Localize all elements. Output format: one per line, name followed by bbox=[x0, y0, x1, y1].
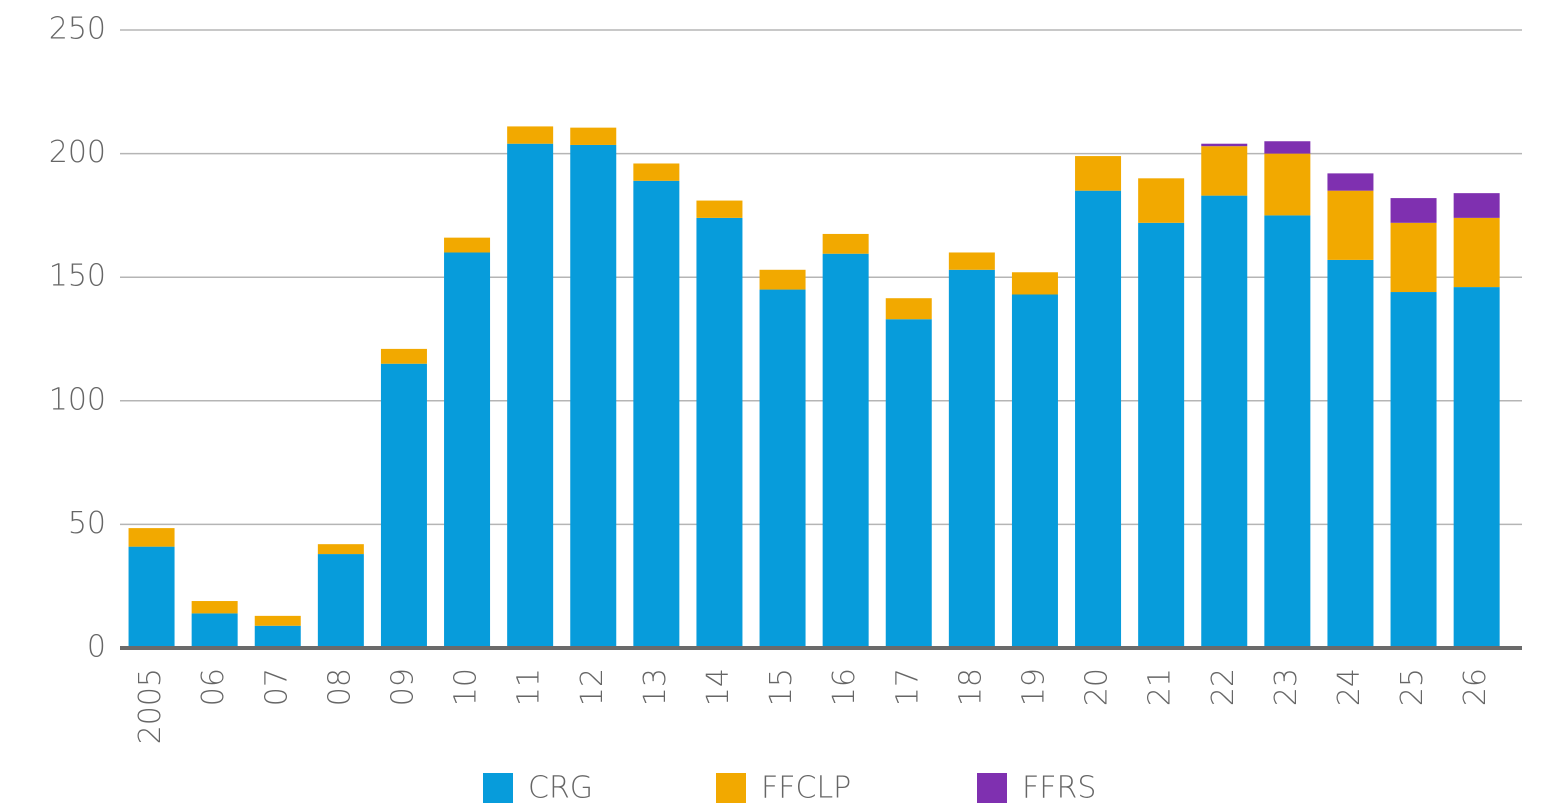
bar-segment bbox=[633, 163, 680, 181]
x-tick-label: 23 bbox=[1269, 668, 1304, 706]
x-tick-label: 19 bbox=[1016, 668, 1051, 706]
legend-label: FFRS bbox=[1022, 771, 1096, 806]
y-tick-label: 0 bbox=[87, 630, 106, 665]
x-tick-label: 26 bbox=[1458, 668, 1493, 706]
bar-segment bbox=[759, 269, 806, 290]
x-tick-label: 17 bbox=[890, 668, 925, 706]
y-tick-label: 150 bbox=[49, 259, 106, 294]
bar-segment bbox=[885, 298, 932, 320]
x-tick-label: 09 bbox=[385, 668, 420, 706]
x-tick-label: 07 bbox=[259, 668, 294, 706]
bar-segment bbox=[1264, 141, 1311, 154]
bar-segment bbox=[444, 252, 491, 649]
bar-segment bbox=[822, 253, 869, 648]
bar-segment bbox=[1011, 272, 1058, 295]
bar-segment bbox=[254, 615, 301, 626]
bar-segment bbox=[507, 126, 554, 144]
bar-segment bbox=[885, 319, 932, 648]
bar-segment bbox=[128, 528, 175, 547]
bar-segment bbox=[317, 554, 364, 648]
bar-segment bbox=[191, 613, 238, 648]
bar-segment bbox=[696, 217, 743, 648]
bar-segment bbox=[1327, 173, 1374, 191]
x-tick-label: 2005 bbox=[133, 668, 168, 744]
bar-segment bbox=[1390, 292, 1437, 648]
bar-segment bbox=[822, 233, 869, 254]
x-tick-label: 20 bbox=[1080, 668, 1115, 706]
bar-segment bbox=[570, 144, 617, 648]
y-tick-label: 250 bbox=[49, 12, 106, 47]
legend-swatch bbox=[977, 773, 1007, 803]
legend-swatch bbox=[483, 773, 513, 803]
bar-segment bbox=[1327, 259, 1374, 648]
bar-segment bbox=[948, 252, 995, 270]
x-tick-label: 21 bbox=[1143, 668, 1178, 706]
bar-segment bbox=[1264, 153, 1311, 216]
bar-segment bbox=[1390, 222, 1437, 293]
bar-segment bbox=[380, 363, 427, 648]
bar-segment bbox=[1138, 222, 1185, 649]
x-tick-label: 08 bbox=[322, 668, 357, 706]
bar-segment bbox=[633, 180, 680, 649]
x-tick-label: 13 bbox=[638, 668, 673, 706]
bar-segment bbox=[570, 127, 617, 145]
bar-segment bbox=[1201, 146, 1248, 196]
legend-label: CRG bbox=[528, 771, 593, 806]
bar-segment bbox=[1264, 215, 1311, 648]
bar-segment bbox=[1201, 195, 1248, 648]
legend-swatch bbox=[716, 773, 746, 803]
bar-segment bbox=[1138, 178, 1185, 223]
bar-segment bbox=[254, 625, 301, 648]
bar-segment bbox=[1075, 190, 1122, 648]
x-tick-label: 06 bbox=[196, 668, 231, 706]
bar-segment bbox=[1390, 198, 1437, 223]
bar-segment bbox=[191, 601, 238, 614]
bar-segment bbox=[128, 546, 175, 648]
x-tick-label: 22 bbox=[1206, 668, 1241, 706]
bar-segment bbox=[507, 143, 554, 648]
bar-segment bbox=[444, 237, 491, 253]
x-tick-label: 14 bbox=[701, 668, 736, 706]
bar-segment bbox=[1453, 287, 1500, 648]
bar-segment bbox=[1201, 143, 1248, 147]
bar-segment bbox=[1453, 217, 1500, 288]
bar-segment bbox=[1075, 156, 1122, 191]
bar-segment bbox=[380, 348, 427, 364]
bar-segment bbox=[1453, 193, 1500, 218]
x-tick-label: 18 bbox=[953, 668, 988, 706]
bar-segment bbox=[948, 269, 995, 648]
x-tick-label: 15 bbox=[764, 668, 799, 706]
x-tick-label: 16 bbox=[827, 668, 862, 706]
x-tick-label: 12 bbox=[575, 668, 610, 706]
bar-segment bbox=[696, 200, 743, 218]
bar-segment bbox=[1011, 294, 1058, 648]
y-tick-label: 50 bbox=[68, 506, 106, 541]
bar-segment bbox=[1327, 190, 1374, 260]
x-tick-label: 25 bbox=[1395, 668, 1430, 706]
bar-segment bbox=[759, 289, 806, 648]
y-tick-label: 200 bbox=[49, 135, 106, 170]
x-tick-label: 11 bbox=[512, 668, 547, 706]
x-tick-label: 10 bbox=[449, 668, 484, 706]
y-tick-label: 100 bbox=[49, 382, 106, 417]
bar-segment bbox=[317, 544, 364, 555]
x-tick-label: 24 bbox=[1332, 668, 1367, 706]
legend-label: FFCLP bbox=[761, 771, 851, 806]
